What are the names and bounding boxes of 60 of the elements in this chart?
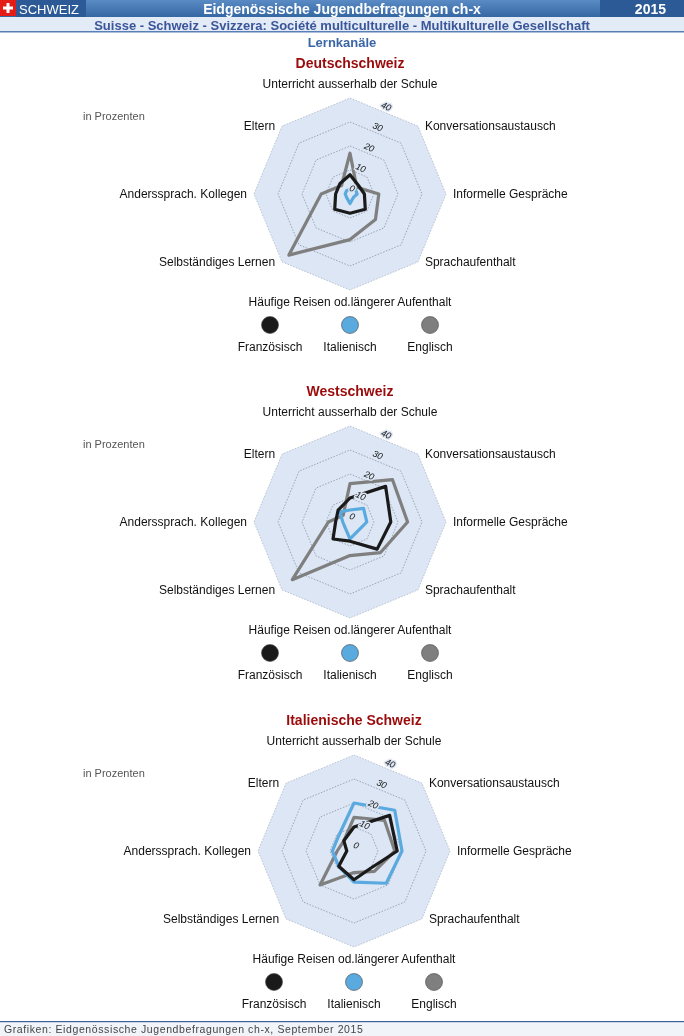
spoke-label: Unterricht ausserhalb der Schule [266,734,442,748]
y-tick-label: 40 [383,756,397,771]
y-tick-label: 20 [361,140,376,155]
spoke-label: Eltern [247,776,280,791]
spoke-label: Informelle Gespräche [453,515,569,529]
y-tick-label: 10 [354,161,368,175]
spoke-label: Konversationsaustausch [424,447,556,462]
text: in Prozenten [83,438,145,450]
chart-title: Westschweiz [306,383,394,399]
legend-label: Englisch [407,340,453,354]
spoke-label: Häufige Reisen od.längerer Aufenthalt [248,623,453,637]
spoke-label: Selbständiges Lernen [159,254,276,269]
text: in Prozenten [83,110,145,122]
text: in Prozenten [83,767,145,779]
y-tick-label: 30 [371,120,385,134]
legend-label: Französisch [241,997,307,1011]
spoke-label: Sprachaufenthalt [424,254,517,269]
spoke-label: Sprachaufenthalt [424,582,517,597]
text: Suisse - Schweiz - Svizzera: Société multiculturelle - Multikulturelle Gesellschaft [94,17,591,32]
text: Grafiken: Eidgenössische Jugendbefragungen ch-x, September 2015 [4,1023,364,1035]
legend-label: Französisch [237,340,303,354]
spoke-label: Häufige Reisen od.längerer Aufenthalt [252,952,457,966]
spoke-label: Selbständiges Lernen [163,911,280,926]
y-tick-label: 0 [348,182,357,195]
legend-label: Englisch [411,997,457,1011]
text: Lernkanäle [307,34,377,50]
spoke-label: Anderssprach. Kollegen [123,844,251,858]
y-tick-label: 40 [379,427,393,442]
legend-label: Englisch [407,668,453,682]
legend-label: Französisch [237,668,303,682]
y-tick-label: 0 [352,839,361,852]
spoke-label: Konversationsaustausch [424,119,556,134]
spoke-label: Anderssprach. Kollegen [119,187,247,201]
y-tick-label: 20 [361,468,376,483]
y-tick-label: 0 [348,510,357,523]
text: 2015 [634,1,667,17]
spoke-label: Selbständiges Lernen [159,582,276,597]
chart-title: Italienische Schweiz [286,712,422,728]
spoke-label: Konversationsaustausch [428,776,560,791]
spoke-label: Informelle Gespräche [453,187,569,201]
spoke-label: Informelle Gespräche [457,844,573,858]
chart-title: Deutschschweiz [295,55,405,71]
spoke-label: Sprachaufenthalt [428,911,521,926]
spoke-label: Unterricht ausserhalb der Schule [262,405,438,419]
spoke-label: Unterricht ausserhalb der Schule [262,77,438,91]
spoke-label: Anderssprach. Kollegen [119,515,247,529]
legend-label: Italienisch [323,340,377,354]
spoke-label: Häufige Reisen od.längerer Aufenthalt [248,295,453,309]
legend-label: Italienisch [323,668,377,682]
text: SCHWEIZ [19,1,79,16]
y-tick-label: 20 [365,797,380,812]
spoke-label: Eltern [243,447,276,462]
y-tick-label: 10 [358,818,372,832]
y-tick-label: 10 [354,489,368,503]
y-tick-label: 30 [375,777,389,791]
y-tick-label: 30 [371,448,385,462]
legend-label: Italienisch [327,997,381,1011]
y-tick-label: 40 [379,99,393,114]
text: Eidgenössische Jugendbefragungen ch-x [203,0,482,17]
spoke-label: Eltern [243,119,276,134]
